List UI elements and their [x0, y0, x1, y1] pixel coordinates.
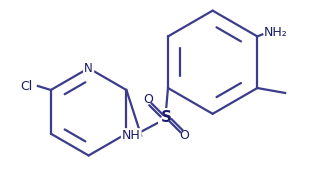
Text: Cl: Cl: [21, 80, 33, 93]
Text: S: S: [161, 110, 171, 125]
Text: NH: NH: [122, 129, 141, 142]
Text: O: O: [143, 93, 153, 106]
Text: O: O: [179, 129, 189, 142]
Text: NH₂: NH₂: [263, 26, 287, 39]
Text: N: N: [84, 62, 93, 75]
